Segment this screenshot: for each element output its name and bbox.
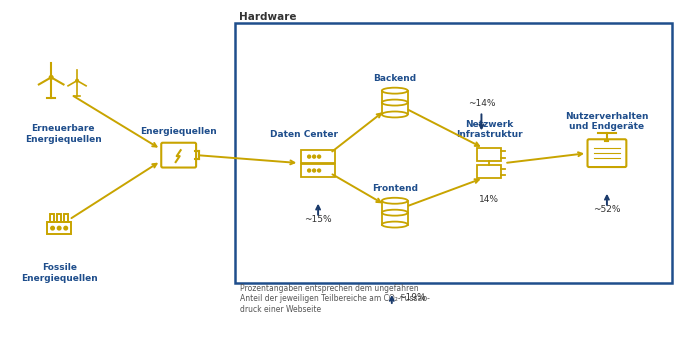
Text: ~52%: ~52% — [593, 205, 621, 214]
Text: Erneuerbare
Energiequellen: Erneuerbare Energiequellen — [25, 125, 102, 144]
Bar — [57, 214, 61, 222]
Bar — [301, 150, 335, 163]
Bar — [50, 214, 54, 222]
Text: Hardware: Hardware — [239, 12, 297, 22]
Bar — [64, 214, 68, 222]
Circle shape — [49, 75, 53, 79]
Text: Energiequellen: Energiequellen — [141, 127, 217, 136]
Bar — [235, 23, 672, 283]
Circle shape — [318, 169, 320, 172]
Circle shape — [75, 79, 78, 82]
Circle shape — [51, 226, 54, 230]
Text: ~19%: ~19% — [398, 294, 425, 303]
Text: Frontend: Frontend — [372, 184, 418, 193]
Text: Netzwerk
Infrastruktur: Netzwerk Infrastruktur — [456, 120, 523, 139]
Circle shape — [313, 169, 316, 172]
Ellipse shape — [382, 111, 407, 117]
Bar — [477, 148, 501, 161]
Ellipse shape — [382, 198, 407, 204]
Bar — [477, 165, 501, 178]
Circle shape — [58, 226, 61, 230]
Text: Nutzerverhalten
und Endgeräte: Nutzerverhalten und Endgeräte — [565, 112, 649, 131]
Circle shape — [318, 155, 320, 158]
Text: Prozentangaben entsprechen dem ungefähren
Anteil der jeweiligen Teilbereiche am : Prozentangaben entsprechen dem ungefähre… — [240, 284, 430, 314]
Bar — [47, 222, 71, 234]
Circle shape — [307, 155, 311, 158]
Circle shape — [64, 226, 67, 230]
Ellipse shape — [382, 210, 407, 216]
Text: ~14%: ~14% — [468, 98, 495, 107]
Ellipse shape — [382, 222, 407, 227]
Text: 14%: 14% — [480, 195, 499, 204]
Ellipse shape — [382, 88, 407, 94]
Circle shape — [313, 155, 316, 158]
Text: Daten Center: Daten Center — [270, 130, 338, 139]
Text: Fossile
Energiequellen: Fossile Energiequellen — [21, 263, 97, 283]
Bar — [301, 164, 335, 177]
Ellipse shape — [382, 99, 407, 106]
Text: Backend: Backend — [373, 74, 416, 83]
Text: ~15%: ~15% — [305, 215, 332, 224]
Circle shape — [307, 169, 311, 172]
